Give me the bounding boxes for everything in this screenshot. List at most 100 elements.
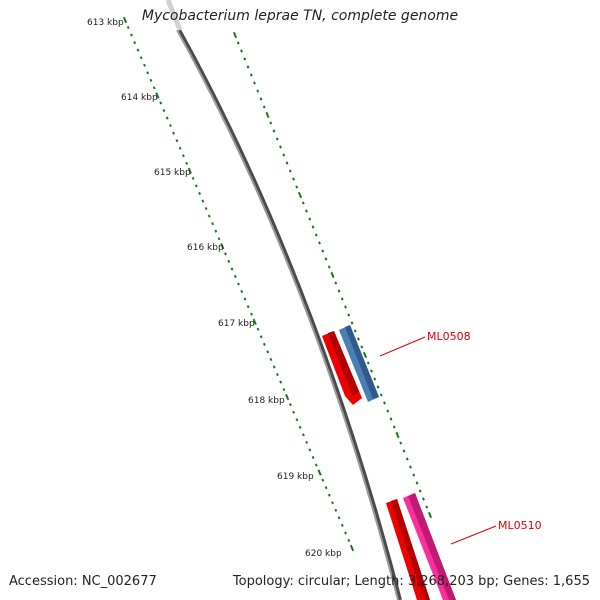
- ruler-minor-tick: [412, 473, 416, 477]
- topology-label: Topology: circular; Length: 3,268,203 bp…: [232, 574, 590, 589]
- ruler-minor-tick: [214, 229, 218, 233]
- ruler-minor-tick: [288, 169, 292, 173]
- ruler-minor-tick: [198, 191, 202, 195]
- ruler-minor-tick: [262, 105, 266, 109]
- ruler-minor-tick: [305, 440, 309, 444]
- ruler-minor-tick: [425, 505, 429, 509]
- ruler-minor-tick: [259, 97, 263, 101]
- ruler-minor-tick: [357, 337, 360, 341]
- ruler-minor-tick: [386, 409, 390, 413]
- cds-feature-red-2-shade: [391, 499, 430, 600]
- ruler-minor-tick: [301, 433, 305, 437]
- ruler-minor-tick: [353, 329, 357, 333]
- ruler-minor-tick: [256, 327, 260, 331]
- ruler-minor-tick: [217, 237, 221, 241]
- ruler-minor-tick: [288, 403, 292, 407]
- ruler-minor-tick: [240, 49, 243, 53]
- genome-backbone-shadow: [177, 29, 402, 600]
- ruler-minor-tick: [282, 153, 286, 157]
- ruler-minor-tick: [311, 455, 315, 459]
- ruler-minor-tick: [279, 380, 283, 384]
- ruler-minor-tick: [324, 486, 328, 490]
- ruler-minor-tick: [422, 497, 425, 501]
- ruler-major-tick: [252, 318, 257, 325]
- callout-line-ml0508: [379, 336, 426, 357]
- ruler-major-tick: [122, 16, 128, 24]
- ruler-minor-tick: [233, 274, 237, 278]
- ruler-minor-tick: [230, 267, 234, 271]
- ruler-minor-tick: [269, 357, 273, 361]
- ruler-minor-tick: [292, 177, 295, 181]
- ruler-dots-outer: [232, 31, 433, 519]
- ruler-minor-tick: [418, 489, 422, 493]
- tick-label: 614 kbp: [121, 93, 158, 103]
- ruler-minor-tick: [327, 265, 331, 269]
- ruler-major-tick: [349, 544, 355, 552]
- ruler-minor-tick: [207, 214, 211, 218]
- ruler-dots-inner: [122, 16, 355, 552]
- ruler-minor-tick: [409, 465, 412, 469]
- cds-feature-red-shade: [328, 331, 359, 396]
- ruler-minor-tick: [130, 33, 133, 37]
- ruler-minor-tick: [149, 78, 153, 82]
- tick-label: 617 kbp: [218, 319, 255, 329]
- ruler-minor-tick: [279, 145, 282, 149]
- gene-label-ml0508[interactable]: ML0508: [427, 330, 471, 343]
- ruler-minor-tick: [172, 131, 176, 135]
- ruler-minor-tick: [272, 365, 276, 369]
- ruler-minor-tick: [246, 305, 250, 309]
- ruler-minor-tick: [340, 523, 344, 527]
- ruler-minor-tick: [243, 57, 247, 61]
- ruler-minor-tick: [191, 176, 195, 180]
- genome-backbone: [176, 29, 399, 600]
- ruler-minor-tick: [227, 259, 231, 263]
- ruler-minor-tick: [321, 478, 325, 482]
- ruler-minor-tick: [360, 345, 364, 349]
- ruler-minor-tick: [175, 139, 179, 143]
- ruler-minor-tick: [298, 425, 302, 429]
- ruler-minor-tick: [259, 335, 263, 339]
- ruler-minor-tick: [146, 71, 150, 75]
- ruler-minor-tick: [308, 217, 312, 221]
- ruler-minor-tick: [185, 161, 189, 165]
- ruler-minor-tick: [305, 209, 308, 213]
- ruler-minor-tick: [331, 501, 334, 505]
- ruler-major-tick: [187, 167, 192, 174]
- ruler-minor-tick: [314, 233, 318, 237]
- ruler-major-tick: [330, 271, 335, 279]
- ruler-minor-tick: [285, 161, 289, 165]
- ruler-minor-tick: [344, 305, 347, 309]
- ruler-minor-tick: [162, 109, 166, 113]
- ruler-minor-tick: [376, 385, 380, 389]
- gene-label-ml0510[interactable]: ML0510: [498, 519, 542, 532]
- ruler-minor-tick: [373, 377, 377, 381]
- ruler-minor-tick: [240, 290, 244, 294]
- ruler-minor-tick: [379, 393, 383, 397]
- ruler-minor-tick: [249, 73, 253, 77]
- ruler-minor-tick: [143, 63, 146, 67]
- ruler-minor-tick: [211, 222, 215, 226]
- tick-label: 615 kbp: [154, 168, 191, 178]
- ruler-minor-tick: [136, 48, 140, 52]
- tick-label: 619 kbp: [277, 472, 314, 482]
- callout-line-ml0510: [450, 525, 497, 545]
- ruler-minor-tick: [139, 56, 143, 60]
- ruler-minor-tick: [246, 65, 250, 69]
- ruler-minor-tick: [256, 89, 260, 93]
- ruler-minor-tick: [152, 86, 156, 90]
- tick-label: 616 kbp: [187, 243, 224, 253]
- ruler-minor-tick: [389, 417, 393, 421]
- ruler-major-tick: [220, 243, 225, 250]
- ruler-major-tick: [285, 394, 290, 401]
- ruler-minor-tick: [272, 129, 276, 133]
- ruler-minor-tick: [275, 137, 279, 141]
- tick-label: 613 kbp: [87, 18, 124, 28]
- ruler-minor-tick: [415, 481, 419, 485]
- ruler-minor-tick: [301, 201, 305, 205]
- ruler-minor-tick: [405, 457, 409, 461]
- ruler-minor-tick: [275, 373, 279, 377]
- ruler-minor-tick: [292, 410, 296, 414]
- ruler-minor-tick: [334, 508, 338, 512]
- ruler-minor-tick: [181, 154, 185, 158]
- ruler-minor-tick: [383, 401, 386, 405]
